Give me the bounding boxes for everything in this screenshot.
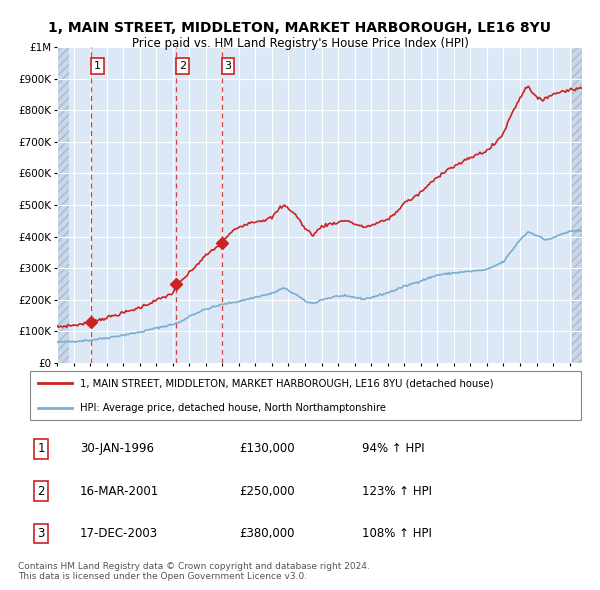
Text: 16-MAR-2001: 16-MAR-2001 <box>80 484 159 498</box>
Text: 17-DEC-2003: 17-DEC-2003 <box>80 527 158 540</box>
Text: 3: 3 <box>37 527 44 540</box>
Text: 1, MAIN STREET, MIDDLETON, MARKET HARBOROUGH, LE16 8YU (detached house): 1, MAIN STREET, MIDDLETON, MARKET HARBOR… <box>80 378 494 388</box>
Text: 1, MAIN STREET, MIDDLETON, MARKET HARBOROUGH, LE16 8YU: 1, MAIN STREET, MIDDLETON, MARKET HARBOR… <box>49 21 551 35</box>
Text: 2: 2 <box>179 61 186 71</box>
Text: £250,000: £250,000 <box>239 484 295 498</box>
Text: 1: 1 <box>94 61 101 71</box>
Text: 94% ↑ HPI: 94% ↑ HPI <box>362 442 424 455</box>
Text: 1: 1 <box>37 442 45 455</box>
FancyBboxPatch shape <box>30 371 581 419</box>
Text: Contains HM Land Registry data © Crown copyright and database right 2024.
This d: Contains HM Land Registry data © Crown c… <box>18 562 370 581</box>
Text: HPI: Average price, detached house, North Northamptonshire: HPI: Average price, detached house, Nort… <box>80 402 386 412</box>
Text: 123% ↑ HPI: 123% ↑ HPI <box>362 484 432 498</box>
Text: 2: 2 <box>37 484 45 498</box>
Text: Price paid vs. HM Land Registry's House Price Index (HPI): Price paid vs. HM Land Registry's House … <box>131 37 469 50</box>
Text: 108% ↑ HPI: 108% ↑ HPI <box>362 527 431 540</box>
Text: £380,000: £380,000 <box>239 527 295 540</box>
Text: 30-JAN-1996: 30-JAN-1996 <box>80 442 154 455</box>
Text: 3: 3 <box>224 61 232 71</box>
Text: £130,000: £130,000 <box>239 442 295 455</box>
